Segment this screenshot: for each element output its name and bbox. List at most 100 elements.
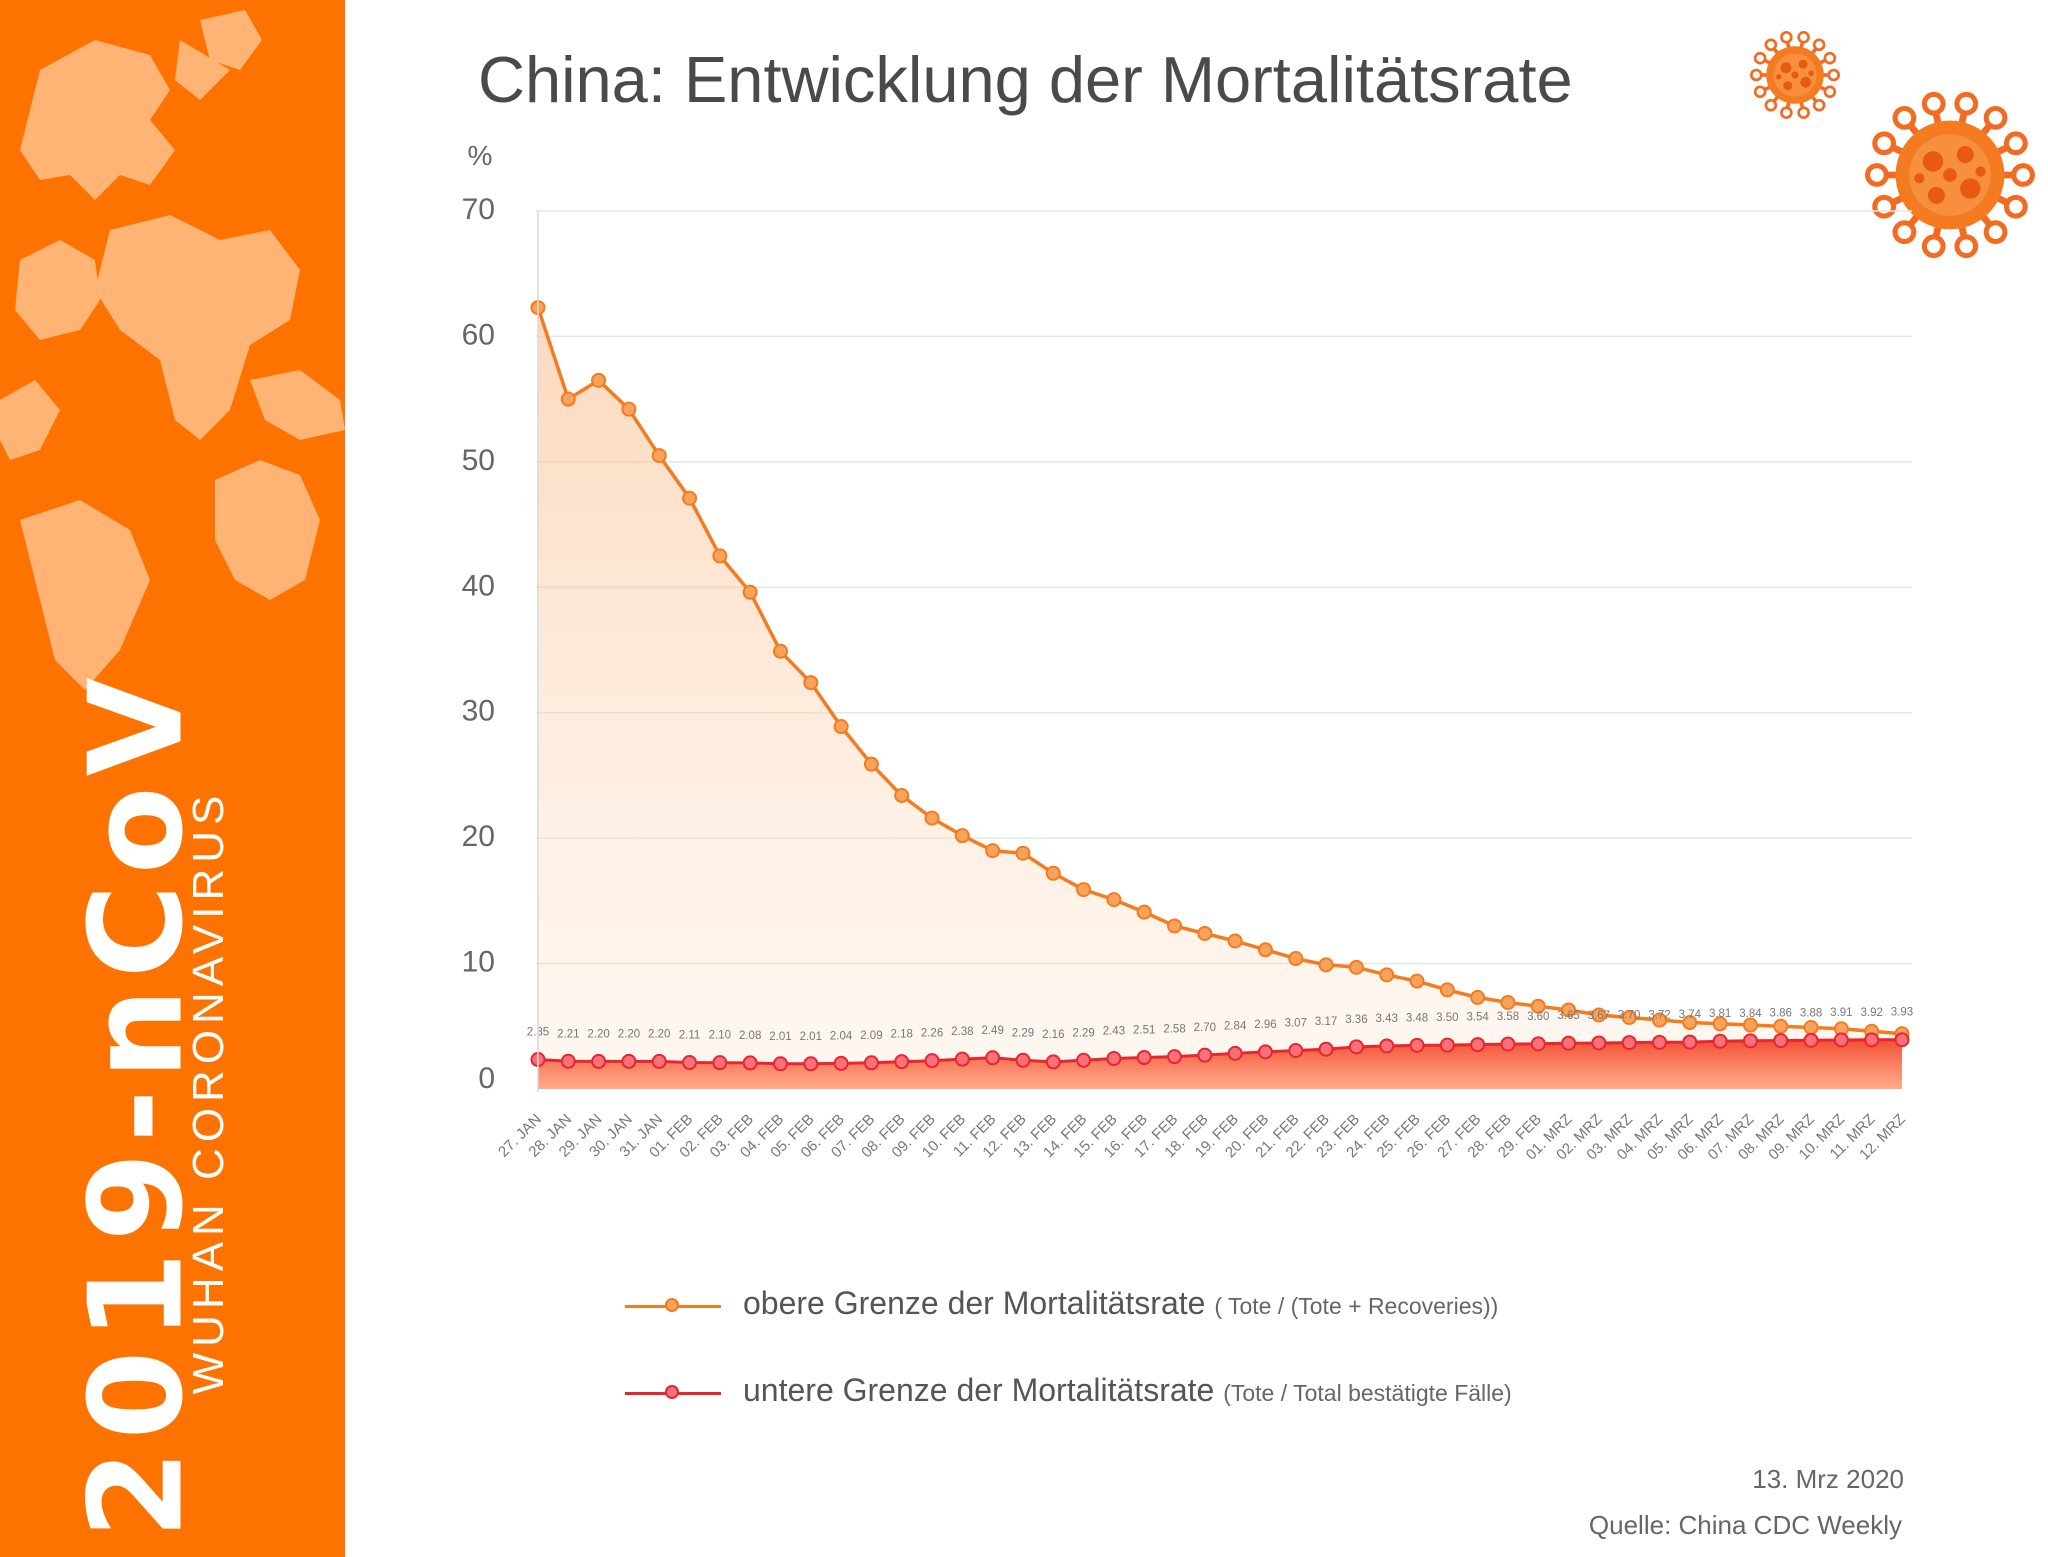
data-label: 3.65 [1557, 1010, 1579, 1022]
upper-series-point [894, 787, 910, 803]
data-label: 3.07 [1285, 1017, 1307, 1029]
lower-series-point [1106, 1051, 1122, 1067]
upper-series-point [954, 828, 970, 844]
lower-series-point [1136, 1050, 1152, 1066]
lower-series-point [772, 1056, 788, 1072]
lower-series-point [1894, 1032, 1910, 1048]
lower-series-point [1409, 1037, 1425, 1053]
data-label: 3.54 [1466, 1012, 1489, 1024]
lower-series-point [833, 1055, 849, 1071]
data-label: 2.18 [891, 1029, 913, 1041]
data-label: 2.43 [1103, 1026, 1125, 1038]
data-label: 3.81 [1709, 1008, 1731, 1020]
y-tick-label: 40 [462, 569, 495, 602]
upper-series-point [924, 810, 940, 826]
lower-series-point [1803, 1032, 1819, 1048]
upper-series-point [1288, 951, 1304, 967]
data-label: 2.96 [1254, 1019, 1276, 1031]
upper-series-point [742, 584, 758, 600]
upper-series-point [1652, 1012, 1668, 1028]
upper-series-point [1106, 892, 1122, 908]
upper-series-point [772, 643, 788, 659]
data-label: 3.86 [1770, 1008, 1792, 1020]
upper-series-point [1167, 918, 1183, 934]
upper-series-point [712, 548, 728, 564]
lower-series-point [1197, 1047, 1213, 1063]
lower-series-point [1227, 1045, 1243, 1061]
lower-series-point [1621, 1035, 1637, 1051]
data-label: 2.01 [800, 1031, 822, 1043]
data-label: 3.50 [1436, 1012, 1458, 1024]
lower-series-point [1742, 1033, 1758, 1049]
upper-series-point [803, 675, 819, 691]
data-label: 2.58 [1163, 1024, 1185, 1036]
data-label: 2.84 [1224, 1020, 1247, 1032]
legend-upper-title: obere Grenze der Mortalitätsrate [743, 1285, 1206, 1321]
data-label: 3.72 [1648, 1009, 1670, 1021]
upper-series-point [1257, 942, 1273, 958]
lower-series-point [1045, 1054, 1061, 1070]
upper-series-point [1318, 957, 1334, 973]
lower-series-point [591, 1053, 607, 1069]
data-label: 2.38 [951, 1026, 973, 1038]
lower-series-point [894, 1054, 910, 1070]
data-label: 3.43 [1376, 1013, 1398, 1025]
data-label: 2.49 [981, 1025, 1003, 1037]
upper-series-point [1530, 998, 1546, 1014]
upper-series-point [1227, 933, 1243, 949]
upper-series-point [1682, 1015, 1698, 1031]
upper-series-area [538, 307, 1902, 1090]
upper-series-point [560, 391, 576, 407]
data-label: 3.74 [1679, 1009, 1702, 1021]
y-tick-label: 10 [462, 946, 495, 979]
upper-series-point [1742, 1017, 1758, 1033]
lower-series-point [682, 1055, 698, 1071]
y-tick-label: 20 [462, 820, 495, 853]
lower-series-line [537, 1038, 1903, 1066]
data-label: 3.84 [1739, 1008, 1762, 1020]
legend-upper-label: obere Grenze der Mortalitätsrate ( Tote … [743, 1285, 1498, 1322]
data-label: 2.20 [648, 1028, 670, 1040]
upper-series-point [1348, 959, 1364, 975]
legend-lower-label: untere Grenze der Mortalitätsrate (Tote … [743, 1372, 1512, 1409]
upper-series-point [1197, 925, 1213, 941]
y-tick-label: 60 [462, 318, 495, 351]
data-label: 3.17 [1315, 1016, 1337, 1028]
upper-series-point [833, 719, 849, 735]
upper-series-point [1136, 904, 1152, 920]
upper-series-point [1773, 1018, 1789, 1034]
data-label: 3.58 [1497, 1011, 1519, 1023]
data-label: 2.08 [739, 1030, 761, 1042]
data-label: 2.20 [587, 1028, 609, 1040]
data-label: 2.04 [830, 1030, 853, 1042]
upper-series-point [1470, 989, 1486, 1005]
data-label: 2.09 [860, 1030, 882, 1042]
upper-series-point [682, 490, 698, 506]
data-label: 2.26 [921, 1028, 943, 1040]
data-label: 3.91 [1830, 1007, 1852, 1019]
virus-icon [1750, 30, 1840, 120]
upper-series-point [1379, 967, 1395, 983]
sidebar-banner: 2019-nCoV WUHAN CORONAVIRUS [0, 0, 345, 1557]
lower-series-point [1530, 1036, 1546, 1052]
y-tick-label: 30 [462, 695, 495, 728]
lower-series-point [1682, 1034, 1698, 1050]
upper-series-point [1015, 845, 1031, 861]
upper-series-point [1591, 1007, 1607, 1023]
lower-series-point [1439, 1037, 1455, 1053]
lower-series-point [924, 1053, 940, 1069]
lower-series-point [1379, 1038, 1395, 1054]
upper-series-point [621, 401, 637, 417]
chart-title: China: Entwicklung der Mortalitätsrate [478, 43, 1573, 116]
lower-series-point [803, 1056, 819, 1072]
data-label: 3.70 [1618, 1010, 1640, 1022]
upper-series-point [985, 843, 1001, 859]
lower-series-point [560, 1053, 576, 1069]
data-label: 3.36 [1345, 1014, 1367, 1026]
data-label: 3.67 [1588, 1010, 1610, 1022]
lower-series-point [1591, 1035, 1607, 1051]
y-axis-unit: % [468, 140, 493, 171]
lower-series-point [954, 1051, 970, 1067]
upper-series-point [1561, 1002, 1577, 1018]
